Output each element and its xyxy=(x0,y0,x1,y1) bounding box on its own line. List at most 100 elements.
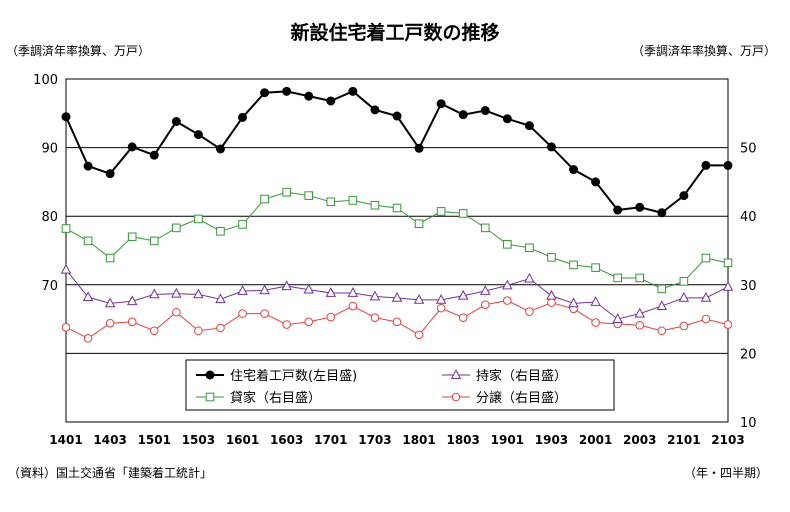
legend: 住宅着工戸数(左目盛) 持家（右目盛） 貸家（右目盛） 分譲（右目盛） xyxy=(185,359,615,411)
data-point xyxy=(678,291,690,302)
data-point xyxy=(458,313,468,323)
series-line xyxy=(65,90,728,214)
data-point xyxy=(238,220,247,229)
data-point xyxy=(149,236,159,246)
data-point xyxy=(303,283,314,294)
data-point xyxy=(326,96,336,106)
x-axis-tick-label: 2003 xyxy=(623,433,656,447)
data-point xyxy=(701,314,711,324)
data-point xyxy=(591,263,600,272)
data-point xyxy=(216,323,225,333)
data-point xyxy=(657,208,667,218)
x-axis-tick-label: 2001 xyxy=(579,433,612,447)
data-point xyxy=(568,297,579,308)
right-axis-tick-label: 30 xyxy=(740,279,757,294)
data-point xyxy=(127,317,137,327)
data-point xyxy=(105,169,115,179)
legend-label: 分譲（右目盛） xyxy=(476,390,567,406)
data-point xyxy=(348,86,358,96)
data-point xyxy=(450,369,462,379)
data-point xyxy=(348,196,358,205)
data-point xyxy=(348,301,358,311)
data-point xyxy=(149,326,159,336)
data-point xyxy=(83,236,93,246)
data-point xyxy=(149,150,159,160)
x-axis-tick-label: 2103 xyxy=(711,433,744,447)
data-point xyxy=(83,334,93,343)
data-point xyxy=(436,99,446,109)
data-point xyxy=(591,318,600,327)
data-point xyxy=(480,223,490,233)
data-point xyxy=(281,280,292,291)
data-point xyxy=(83,161,93,171)
x-axis-period-label: （年・四半期） xyxy=(683,466,768,480)
data-point xyxy=(679,191,689,201)
data-point xyxy=(524,121,534,131)
x-axis-tick-label: 1803 xyxy=(446,433,479,447)
data-point xyxy=(391,291,403,302)
x-axis-tick-label: 1601 xyxy=(226,433,259,447)
data-point xyxy=(503,240,512,249)
data-point xyxy=(480,285,491,295)
data-point xyxy=(723,320,733,329)
data-point xyxy=(547,298,556,307)
data-point xyxy=(282,86,292,96)
x-axis-tick-label: 1701 xyxy=(314,433,347,447)
legend-item: 分譲（右目盛） xyxy=(442,390,567,406)
data-point xyxy=(282,187,291,197)
left-axis-unit: （季調済年率換算、万戸） xyxy=(6,44,151,58)
data-point xyxy=(413,294,425,304)
data-point xyxy=(569,165,579,175)
data-point xyxy=(171,117,181,127)
data-point xyxy=(205,392,215,402)
data-point xyxy=(436,303,446,313)
plot-area-frame xyxy=(65,78,729,423)
data-point xyxy=(194,326,203,336)
gridlines xyxy=(66,147,728,354)
data-point xyxy=(480,106,490,116)
data-point xyxy=(61,323,71,332)
data-point xyxy=(635,320,645,330)
legend-label: 住宅着工戸数(左目盛) xyxy=(230,368,357,384)
data-point xyxy=(325,287,337,297)
data-point xyxy=(635,273,645,283)
data-point xyxy=(547,253,556,262)
data-point xyxy=(370,105,380,115)
data-point xyxy=(435,294,447,304)
data-point xyxy=(503,296,512,305)
series-2 xyxy=(60,263,734,323)
legend-label: 貸家（右目盛） xyxy=(230,390,321,406)
data-point xyxy=(525,243,534,253)
data-point xyxy=(260,309,269,318)
data-point xyxy=(238,112,248,122)
right-axis-tick-labels: 10 20 30 40 50 xyxy=(740,142,757,431)
data-point xyxy=(613,273,622,283)
data-point xyxy=(392,203,402,213)
data-point xyxy=(392,317,402,327)
data-point xyxy=(546,289,557,300)
data-point xyxy=(260,194,269,204)
series-layer xyxy=(60,86,734,343)
data-point xyxy=(591,177,601,187)
data-point xyxy=(370,200,380,210)
data-point xyxy=(524,272,535,283)
data-point xyxy=(569,260,578,270)
left-axis-tick-label: 80 xyxy=(41,210,58,225)
data-point xyxy=(172,223,181,233)
data-point xyxy=(502,114,512,124)
data-point xyxy=(458,110,468,120)
right-axis-tick-label: 50 xyxy=(740,142,757,157)
left-axis-tick-label: 100 xyxy=(33,73,58,88)
data-point xyxy=(215,144,225,154)
left-axis-tick-label: 90 xyxy=(41,142,58,157)
data-point xyxy=(105,253,115,263)
data-point xyxy=(457,289,469,300)
data-point xyxy=(613,205,623,215)
data-point xyxy=(701,253,711,263)
data-point xyxy=(546,142,556,152)
series-4 xyxy=(61,296,733,343)
x-axis-tick-label: 1501 xyxy=(138,433,171,447)
data-point xyxy=(414,219,424,229)
x-axis-tick-label: 1801 xyxy=(402,433,435,447)
